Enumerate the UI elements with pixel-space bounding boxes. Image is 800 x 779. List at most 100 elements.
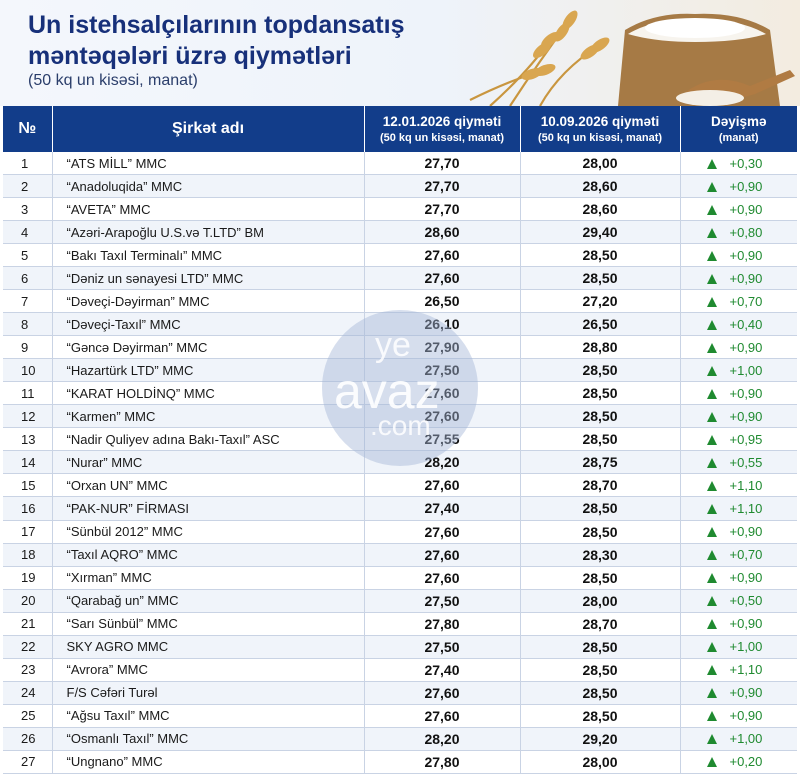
table-row: 14 “Nurar” MMC 28,20 28,75 +0,55 [3,450,797,475]
price-10-09-2026: 27,20 [520,289,681,314]
company-name: “Karmen” MMC [52,404,365,429]
table-row: 3 “AVETA” MMC 27,70 28,60 +0,90 [3,197,797,222]
triangle-up-icon [706,688,717,699]
triangle-up-icon [706,457,717,468]
triangle-up-icon [706,250,717,261]
price-change: +0,90 [680,704,797,728]
table-row: 17 “Sünbül 2012” MMC 27,60 28,50 +0,90 [3,520,797,544]
price-10-09-2026: 28,50 [520,266,681,291]
price-10-09-2026: 26,50 [520,312,681,337]
row-number: 22 [3,635,53,659]
row-number: 13 [3,427,53,452]
row-number: 21 [3,612,53,636]
price-change: +0,70 [680,543,797,567]
triangle-up-icon [706,411,717,422]
price-change-value: +0,90 [729,616,763,632]
price-12-01-2026: 28,20 [364,727,521,751]
price-10-09-2026: 28,70 [520,473,681,498]
table-row: 11 “KARAT HOLDİNQ” MMC 27,60 28,50 +0,90 [3,381,797,406]
watermark-logo [322,310,478,466]
table-row: 22 SKY AGRO MMC 27,50 28,50 +1,00 [3,635,797,659]
company-name: F/S Cəfəri Turəl [52,681,365,705]
table-row: 25 “Ağsu Taxıl” MMC 27,60 28,50 +0,90 [3,704,797,728]
price-10-09-2026: 28,50 [520,381,681,406]
company-name: “Qarabağ un” MMC [52,589,365,613]
price-change-value: +1,00 [729,731,763,747]
table-row: 21 “Sarı Sünbül” MMC 27,80 28,70 +0,90 [3,612,797,636]
table-header-row: № Şirkət adı 12.01.2026 qiyməti (50 kq u… [3,106,797,152]
price-10-09-2026: 28,00 [520,750,681,774]
price-10-09-2026: 28,00 [520,152,681,176]
col-header-price-1: 12.01.2026 qiyməti (50 kq un kisəsi, man… [364,106,521,152]
price-change-value: +1,00 [729,362,763,378]
row-number: 2 [3,174,53,199]
table-row: 20 “Qarabağ un” MMC 27,50 28,00 +0,50 [3,589,797,613]
table-row: 1 “ATS MİLL” MMC 27,70 28,00 +0,30 [3,152,797,176]
price-change: +0,70 [680,289,797,314]
triangle-up-icon [706,527,717,538]
price-12-01-2026: 26,10 [364,312,521,337]
page-subtitle: (50 kq un kisəsi, manat) [28,72,198,89]
price-change-value: +0,95 [729,431,763,447]
company-name: “Ağsu Taxıl” MMC [52,704,365,728]
price-change-value: +1,10 [729,500,763,516]
triangle-up-icon [706,711,717,722]
row-number: 14 [3,450,53,475]
price-change: +0,90 [680,612,797,636]
price-10-09-2026: 28,30 [520,543,681,567]
price-change: +0,90 [680,197,797,222]
table-row: 2 “Anadoluqida” MMC 27,70 28,60 +0,90 [3,174,797,199]
company-name: “Xırman” MMC [52,566,365,590]
triangle-up-icon [706,480,717,491]
table-row: 9 “Gəncə Dəyirman” MMC 27,90 28,80 +0,90 [3,335,797,360]
triangle-up-icon [706,434,717,445]
row-number: 23 [3,658,53,682]
price-10-09-2026: 28,50 [520,658,681,682]
triangle-up-icon [706,296,717,307]
triangle-up-icon [706,181,717,192]
watermark-text-top: ye [375,326,411,364]
row-number: 12 [3,404,53,429]
company-name: “Bakı Taxıl Terminalı” MMC [52,243,365,268]
row-number: 15 [3,473,53,498]
header-banner: Un istehsalçılarının topdansatış məntəqə… [0,0,800,106]
company-name: “Dəveçi-Dəyirman” MMC [52,289,365,314]
price-12-01-2026: 28,20 [364,450,521,475]
company-name: “Avrora” MMC [52,658,365,682]
company-name: SKY AGRO MMC [52,635,365,659]
price-change: +0,80 [680,220,797,245]
table-row: 7 “Dəveçi-Dəyirman” MMC 26,50 27,20 +0,70 [3,289,797,314]
price-change: +0,90 [680,566,797,590]
table-row: 4 “Azəri-Arapoğlu U.S.və T.LTD” BM 28,60 29… [3,220,797,245]
price-change: +0,55 [680,450,797,475]
triangle-up-icon [706,642,717,653]
price-12-01-2026: 27,60 [364,266,521,291]
price-change: +0,90 [680,243,797,268]
price-10-09-2026: 28,80 [520,335,681,360]
price-change-value: +0,90 [729,708,763,724]
company-name: “Dəveçi-Taxıl” MMC [52,312,365,337]
price-12-01-2026: 27,50 [364,589,521,613]
triangle-up-icon [706,503,717,514]
price-10-09-2026: 28,50 [520,496,681,521]
row-number: 8 [3,312,53,337]
price-change: +0,90 [680,520,797,544]
table-row: 8 “Dəveçi-Taxıl” MMC 26,10 26,50 +0,40 [3,312,797,337]
price-change: +1,00 [680,358,797,383]
triangle-up-icon [706,388,717,399]
price-10-09-2026: 28,60 [520,174,681,199]
price-change-value: +0,80 [729,224,763,240]
price-12-01-2026: 27,50 [364,358,521,383]
triangle-up-icon [706,158,717,169]
triangle-up-icon [706,319,717,330]
table-row: 19 “Xırman” MMC 27,60 28,50 +0,90 [3,566,797,590]
price-12-01-2026: 27,70 [364,174,521,199]
triangle-up-icon [706,619,717,630]
row-number: 7 [3,289,53,314]
price-12-01-2026: 27,50 [364,635,521,659]
watermark-text-main: avaz [334,363,440,419]
price-change-value: +0,30 [729,155,763,171]
company-name: “ATS MİLL” MMC [52,152,365,176]
table-row: 5 “Bakı Taxıl Terminalı” MMC 27,60 28,50 +0,… [3,243,797,268]
price-12-01-2026: 27,60 [364,520,521,544]
